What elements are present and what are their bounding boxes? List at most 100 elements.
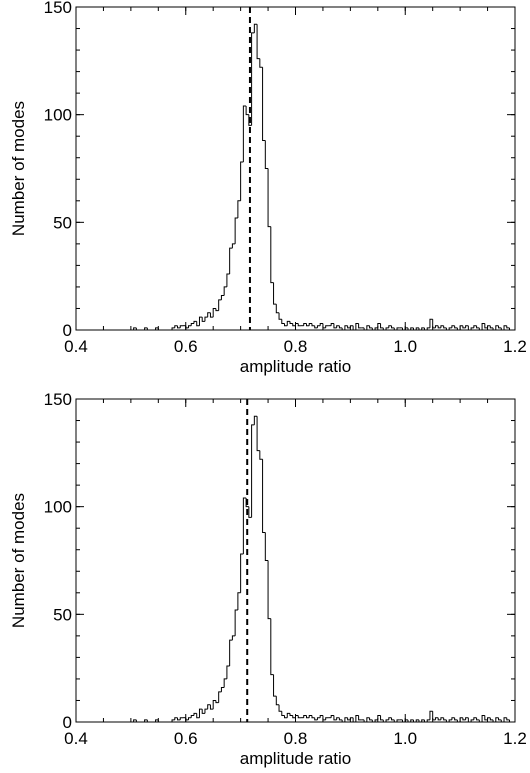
histogram-bin (303, 715, 307, 718)
chart-panel-2: 0.4 0.6 0.8 1.0 1.2 0 50 100 150 amplitude ratio N… (9, 390, 527, 768)
histogram-bin (201, 709, 205, 714)
histogram-bin (377, 715, 381, 720)
histogram-bin (248, 506, 252, 518)
histogram-bin (289, 713, 293, 717)
histogram-bin (333, 323, 337, 329)
histogram-bin (467, 325, 472, 331)
histogram-bin (478, 327, 483, 331)
histogram-bin (355, 323, 359, 330)
histogram-bin (432, 319, 436, 329)
x-tick-label: 1.2 (503, 729, 527, 748)
histogram-bin (421, 719, 425, 722)
histogram-bin (509, 327, 513, 331)
histogram-bin (434, 717, 439, 720)
histogram-bin (503, 325, 507, 330)
x-tick-label: 0.6 (174, 729, 198, 748)
histogram-bin (262, 67, 266, 142)
histogram-bin (262, 459, 266, 534)
histogram-bin (177, 717, 181, 721)
histogram-bin (443, 325, 447, 329)
histogram-bin (234, 609, 238, 636)
histogram-bin (385, 719, 389, 722)
histogram-bin (295, 715, 299, 718)
x-tick-label: 0.4 (64, 337, 88, 356)
histogram-bin (349, 325, 354, 328)
histogram-bin (402, 719, 406, 723)
histogram-bin (281, 711, 285, 717)
histogram-bin (423, 327, 428, 331)
histogram-bin (347, 325, 351, 329)
histogram-bin (198, 316, 203, 326)
histogram-bin (465, 325, 469, 328)
histogram-bin (240, 553, 244, 593)
histogram-bin (484, 323, 488, 329)
histogram-bin (445, 327, 450, 331)
histogram-bin (443, 717, 447, 721)
histogram-bin (404, 327, 408, 330)
histogram-bin (135, 327, 140, 331)
histogram-bin (421, 327, 425, 330)
histogram-bin (251, 32, 255, 126)
histogram-bin (369, 717, 373, 721)
histogram-bin (267, 168, 271, 228)
plot-frame (75, 6, 516, 331)
histogram-bin (273, 674, 277, 697)
histogram-bin (234, 217, 238, 244)
histogram-bin (311, 715, 315, 719)
x-tick-label: 0.8 (284, 729, 308, 748)
histogram-bin (204, 316, 208, 322)
histogram-bin (193, 712, 197, 716)
histogram-bin (429, 318, 433, 328)
histogram-bin (456, 719, 461, 723)
histogram-bin (462, 325, 466, 329)
chart-panel-1: 0.4 0.6 0.8 1.0 1.2 0 50 100 150 amplitude ratio N… (9, 0, 527, 376)
histogram-bin (352, 717, 356, 723)
histogram-bin (418, 719, 422, 723)
histogram-bin (498, 717, 502, 721)
histogram-bin (341, 719, 345, 723)
histogram-bin (396, 327, 400, 330)
histogram-bin (133, 327, 137, 330)
x-axis-label: amplitude ratio (240, 749, 352, 768)
histogram-bin (270, 226, 274, 284)
histogram-bin (187, 717, 192, 720)
histogram-bin (495, 717, 499, 722)
histogram-bin (429, 710, 433, 720)
histogram-bin (407, 327, 411, 331)
histogram-bin (237, 592, 241, 611)
histogram-bin (358, 323, 362, 329)
histogram-bin (506, 717, 510, 721)
histogram-bin (218, 299, 222, 311)
histogram-bin (410, 719, 414, 722)
histogram-bin (185, 717, 189, 721)
histogram-bin (500, 327, 505, 331)
histogram-bin (190, 715, 194, 718)
histogram-bin (305, 715, 310, 719)
histogram-bin (270, 618, 274, 676)
histogram-bin (171, 327, 175, 330)
histogram-bin (215, 700, 219, 704)
histogram-bin (456, 327, 461, 331)
histogram-bin (503, 717, 507, 722)
histogram-bin (330, 715, 334, 718)
histogram-bin (374, 327, 378, 330)
histogram-bin (198, 708, 203, 718)
histogram-bin (440, 325, 444, 328)
histogram-bin (220, 687, 225, 692)
histogram-bin (144, 719, 148, 722)
histogram-bin (451, 325, 455, 328)
histogram-bin (155, 327, 159, 330)
histogram-bin (278, 312, 282, 320)
histogram-bin (366, 325, 370, 330)
histogram-bin (484, 715, 488, 721)
histogram-bin (509, 719, 513, 723)
histogram-bin (322, 715, 326, 721)
histogram-bin (402, 327, 406, 331)
histogram-bin (264, 140, 269, 169)
histogram-bin (380, 715, 384, 721)
histogram-bin (223, 286, 227, 296)
histogram-bin (366, 717, 370, 722)
y-tick-label: 0 (63, 713, 72, 732)
histogram-bin (179, 325, 184, 328)
